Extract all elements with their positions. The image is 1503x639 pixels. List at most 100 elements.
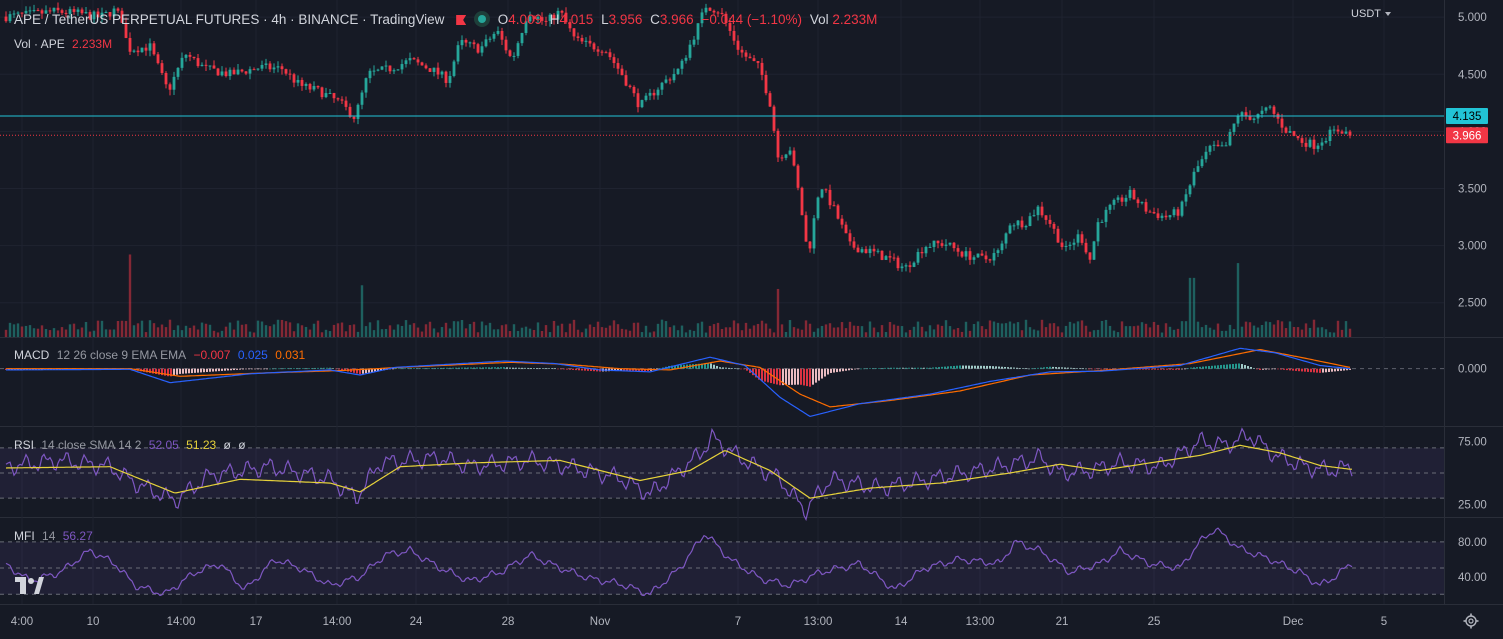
volume-bar (144, 332, 148, 337)
volume-bar (992, 321, 996, 337)
candle-body (164, 73, 168, 85)
candle-body (1116, 197, 1120, 200)
candle-body (1140, 202, 1144, 204)
candle-body (708, 7, 712, 11)
candle-body (1316, 145, 1320, 149)
volume-bar (748, 328, 752, 337)
macd-histogram-bar (515, 367, 517, 369)
candle-body (924, 246, 928, 254)
candle-body (1080, 234, 1084, 243)
time-tick-label: Dec (1283, 616, 1304, 628)
macd-histogram-bar (1043, 367, 1045, 369)
macd-histogram-bar (590, 368, 592, 372)
volume-bar (796, 328, 800, 337)
candle-body (1340, 131, 1344, 134)
macd-histogram-bar (1052, 366, 1054, 369)
volume-bar (852, 325, 856, 337)
candle-body (776, 130, 780, 158)
macd-histogram-bar (983, 365, 985, 369)
volume-bar (1096, 329, 1100, 337)
candle-body (272, 67, 276, 70)
volume-bar (1264, 321, 1268, 337)
price-tick-label: 5.000 (1458, 12, 1487, 24)
candle-body (296, 79, 300, 83)
macd-histogram-bar (632, 368, 634, 371)
volume-bar (896, 325, 900, 337)
macd-histogram-bar (566, 368, 568, 370)
volume-bar (436, 332, 440, 337)
candle-body (492, 33, 496, 39)
candle-body (168, 84, 172, 90)
volume-bar (1304, 323, 1308, 337)
macd-histogram-bar (356, 368, 358, 374)
macd-histogram-bar (1268, 368, 1270, 370)
gear-icon[interactable] (1463, 613, 1479, 629)
currency-selector[interactable]: USDT (1351, 8, 1391, 20)
volume-bar (528, 328, 532, 337)
volume-bar (248, 331, 252, 337)
volume-bar (344, 331, 348, 337)
macd-histogram-bar (218, 368, 220, 372)
macd-histogram-bar (437, 367, 439, 369)
volume-bar (1260, 324, 1264, 337)
candle-body (904, 265, 908, 267)
volume-bar (24, 325, 28, 337)
volume-bar (1084, 325, 1088, 337)
volume-bar (624, 329, 628, 337)
volume-bar (324, 329, 328, 337)
candle-body (568, 22, 572, 29)
volume-bar (480, 321, 484, 337)
volume-bar (740, 330, 744, 337)
candle-body (880, 250, 884, 260)
volume-bar (280, 319, 284, 337)
volume-bar (156, 327, 160, 337)
candle-body (436, 67, 440, 75)
candle-body (324, 93, 328, 98)
volume-bar (184, 325, 188, 337)
volume-bar (976, 321, 980, 337)
macd-histogram-bar (380, 368, 382, 371)
candle-body (60, 10, 64, 13)
volume-bar (96, 320, 100, 337)
macd-histogram-bar (1271, 368, 1273, 370)
volume-bar (1324, 329, 1328, 337)
macd-histogram-bar (800, 368, 802, 385)
candle-body (1128, 189, 1132, 198)
volume-bar (1032, 329, 1036, 337)
volume-bar (932, 329, 936, 337)
volume-bar (500, 325, 504, 337)
macd-histogram-bar (1199, 366, 1201, 369)
candle-body (536, 17, 540, 19)
candle-body (424, 65, 428, 69)
macd-histogram-bar (857, 368, 859, 370)
macd-histogram-bar (911, 367, 913, 369)
volume-bar (1100, 320, 1104, 337)
candle-body (1260, 110, 1264, 114)
macd-histogram-bar (377, 368, 379, 372)
macd-histogram-bar (401, 368, 403, 369)
candle-body (188, 54, 192, 57)
candle-body (1320, 142, 1324, 146)
macd-histogram-bar (1178, 368, 1180, 370)
volume-bar (1024, 319, 1028, 337)
macd-histogram-bar (1244, 365, 1246, 369)
volume-bar (352, 324, 356, 337)
macd-histogram-bar (674, 365, 676, 369)
candle-body (884, 256, 888, 260)
candle-body (24, 10, 28, 14)
candle-body (208, 65, 212, 67)
candle-body (1348, 131, 1352, 136)
macd-histogram-bar (1283, 368, 1285, 370)
candle-body (444, 71, 448, 83)
candle-body (912, 262, 916, 267)
red-flag-icon[interactable] (456, 15, 467, 25)
candle-body (1040, 206, 1044, 216)
candle-body (1120, 197, 1124, 202)
candle-body (932, 240, 936, 247)
volume-bar (648, 332, 652, 337)
candle-body (792, 150, 796, 166)
macd-histogram-bar (1214, 365, 1216, 369)
macd-histogram-bar (629, 368, 631, 371)
macd-histogram-bar (1289, 368, 1291, 371)
